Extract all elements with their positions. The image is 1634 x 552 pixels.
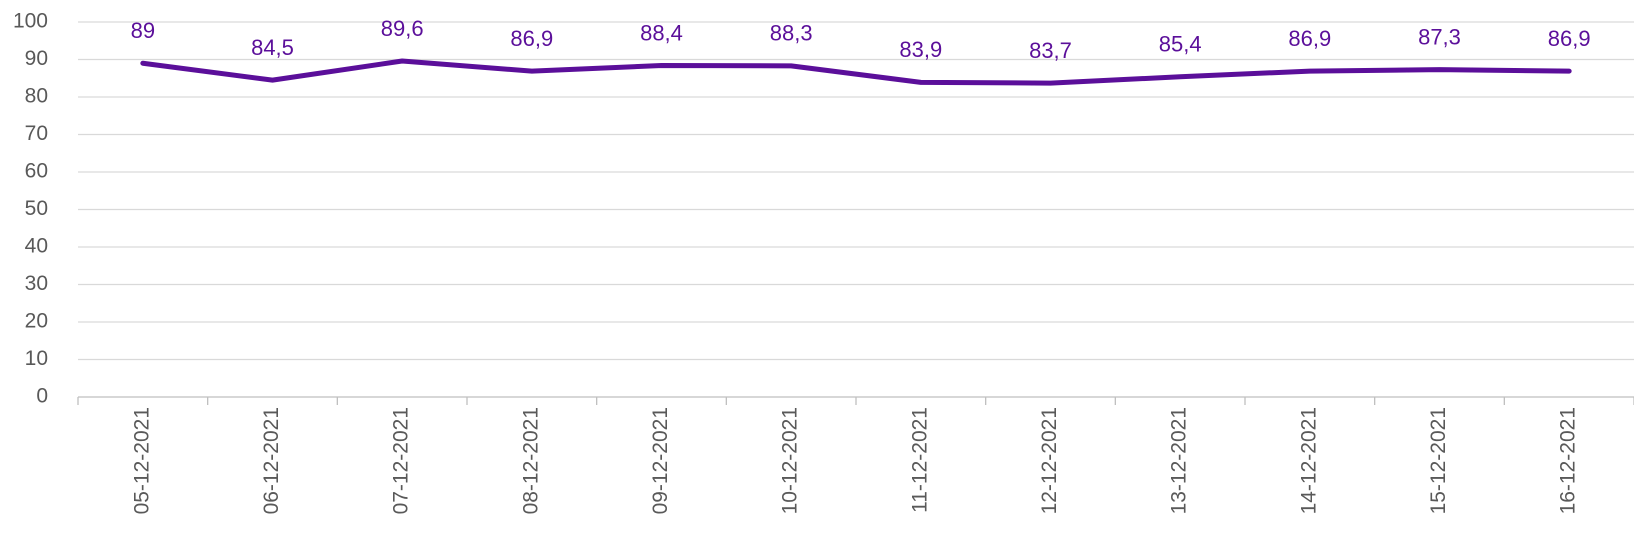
- data-label: 84,5: [251, 35, 294, 60]
- line-series: [140, 58, 1572, 86]
- y-tick-label: 10: [25, 347, 48, 370]
- data-label: 88,4: [640, 20, 683, 45]
- y-tick-label: 100: [13, 10, 48, 33]
- x-tick-label: 05-12-2021: [130, 407, 153, 514]
- x-tick-label: 14-12-2021: [1297, 407, 1320, 514]
- data-label: 86,9: [1548, 26, 1591, 51]
- y-tick-label: 20: [25, 310, 48, 333]
- y-tick-label: 50: [25, 197, 48, 220]
- data-label: 86,9: [510, 26, 553, 51]
- x-tick-label: 15-12-2021: [1427, 407, 1450, 514]
- y-tick-label: 60: [25, 160, 48, 183]
- data-label: 83,7: [1029, 38, 1072, 63]
- y-tick-label: 30: [25, 272, 48, 295]
- data-label: 83,9: [899, 37, 942, 62]
- data-label: 87,3: [1418, 24, 1461, 49]
- y-tick-label: 0: [36, 385, 48, 408]
- x-tick-label: 11-12-2021: [908, 407, 931, 513]
- x-tick-label: 13-12-2021: [1168, 407, 1191, 514]
- x-tick-label: 09-12-2021: [649, 407, 672, 514]
- data-label: 88,3: [770, 21, 813, 46]
- x-tick-label: 16-12-2021: [1557, 407, 1580, 514]
- y-tick-label: 40: [25, 235, 48, 258]
- x-tick-label: 12-12-2021: [1038, 407, 1061, 514]
- x-tick-label: 06-12-2021: [260, 407, 283, 514]
- data-label: 89: [131, 18, 155, 43]
- y-tick-label: 70: [25, 122, 48, 145]
- y-tick-label: 80: [25, 85, 48, 108]
- x-tick-label: 07-12-2021: [390, 407, 413, 514]
- x-tick-label: 10-12-2021: [779, 407, 802, 514]
- data-label: 86,9: [1288, 26, 1331, 51]
- data-label: 89,6: [381, 16, 424, 41]
- x-tick-label: 08-12-2021: [519, 407, 542, 514]
- y-tick-label: 90: [25, 47, 48, 70]
- data-label: 85,4: [1159, 32, 1202, 57]
